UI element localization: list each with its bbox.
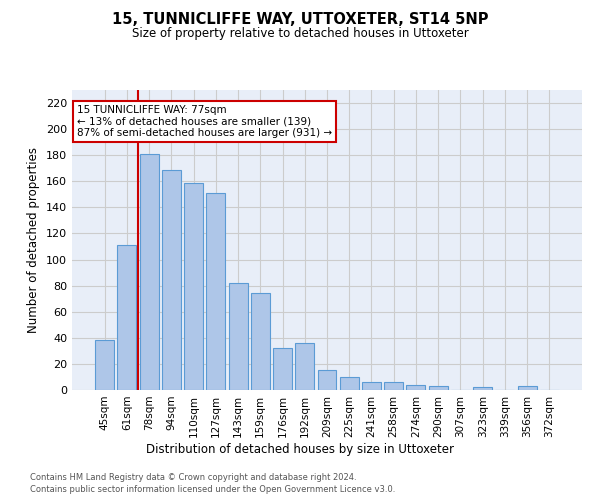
Bar (473, 388, 492, 390)
Text: 15, TUNNICLIFFE WAY, UTTOXETER, ST14 5NP: 15, TUNNICLIFFE WAY, UTTOXETER, ST14 5NP (112, 12, 488, 28)
Bar (384, 382, 403, 390)
Bar (273, 348, 292, 390)
Bar (162, 170, 181, 390)
Bar (518, 386, 536, 390)
Bar (251, 294, 270, 390)
Bar (317, 370, 337, 390)
Text: Contains public sector information licensed under the Open Government Licence v3: Contains public sector information licen… (30, 485, 395, 494)
Bar (184, 182, 203, 390)
Y-axis label: Number of detached properties: Number of detached properties (28, 147, 40, 333)
Bar (140, 154, 158, 390)
Bar (229, 283, 248, 390)
Bar (95, 340, 114, 390)
Text: Contains HM Land Registry data © Crown copyright and database right 2024.: Contains HM Land Registry data © Crown c… (30, 472, 356, 482)
Bar (429, 386, 448, 390)
Text: Size of property relative to detached houses in Uttoxeter: Size of property relative to detached ho… (131, 28, 469, 40)
Text: Distribution of detached houses by size in Uttoxeter: Distribution of detached houses by size … (146, 442, 454, 456)
Bar (340, 377, 359, 390)
Bar (295, 343, 314, 390)
Bar (118, 245, 136, 390)
Bar (362, 382, 381, 390)
Bar (206, 193, 225, 390)
Text: 15 TUNNICLIFFE WAY: 77sqm
← 13% of detached houses are smaller (139)
87% of semi: 15 TUNNICLIFFE WAY: 77sqm ← 13% of detac… (77, 105, 332, 138)
Bar (406, 385, 425, 390)
